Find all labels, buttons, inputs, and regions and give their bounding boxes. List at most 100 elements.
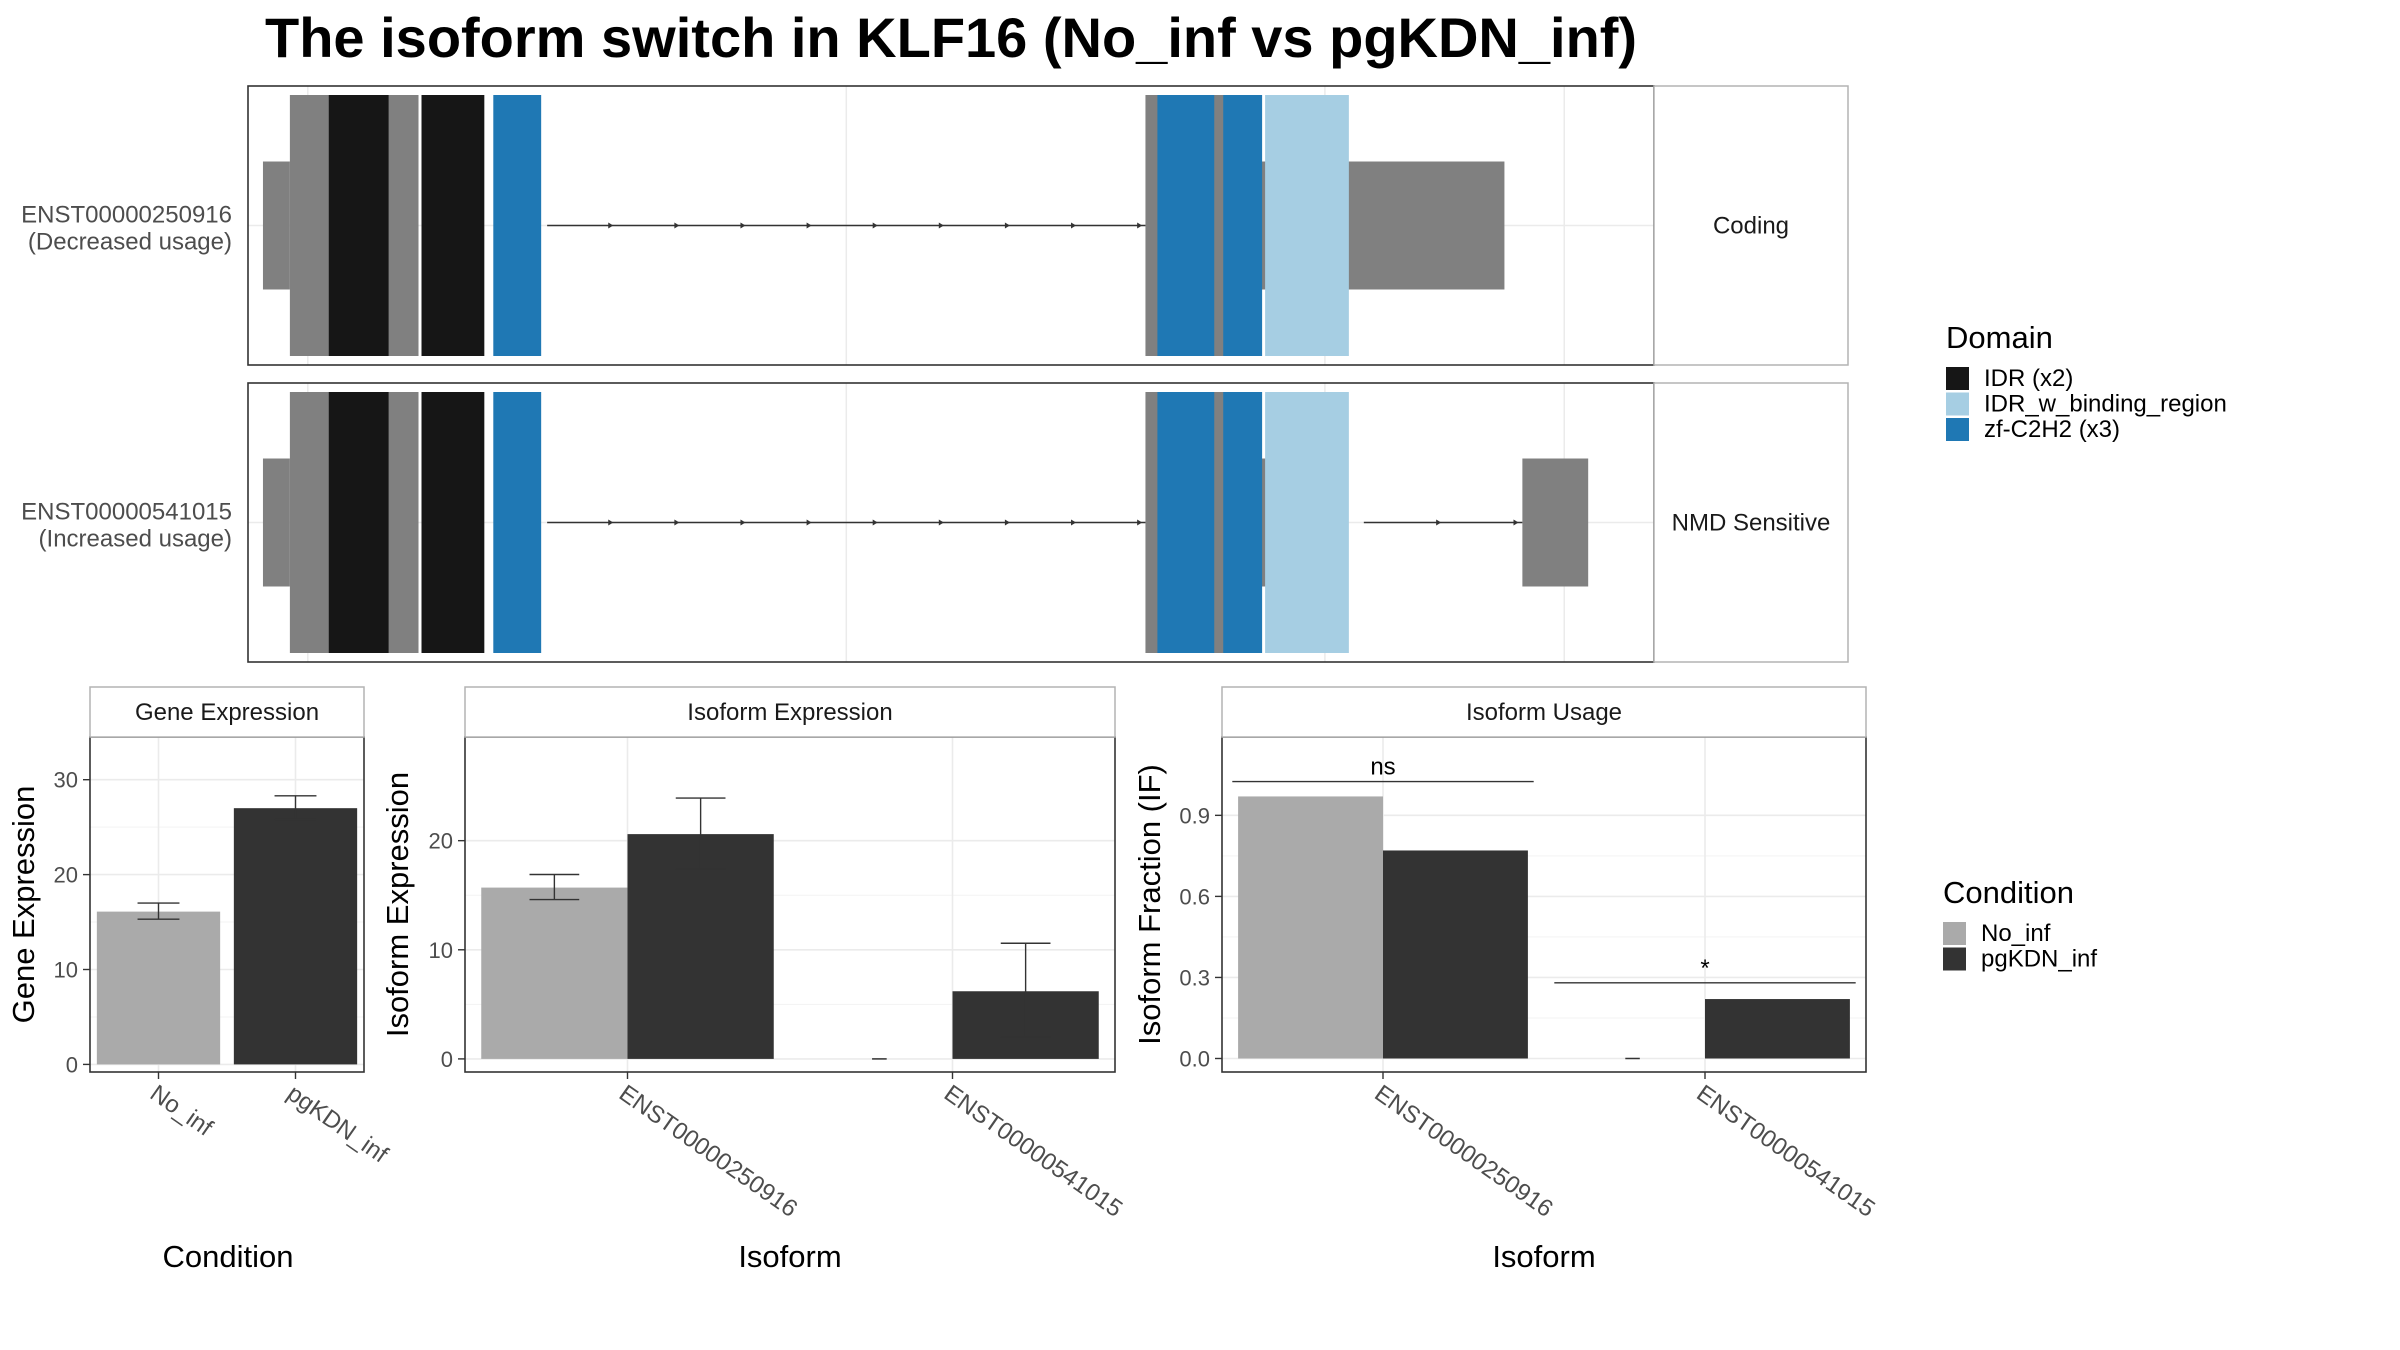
panel-strip [1221, 686, 1867, 738]
category-strip [1653, 85, 1849, 366]
bar-pgkdn-inf [1383, 850, 1528, 1059]
y-tick-label: 30 [54, 768, 78, 793]
domain-zf-c2h2 [1157, 392, 1215, 653]
significance-label: ns [1370, 754, 1395, 781]
intron-arrow [872, 519, 878, 526]
transcript-usage-label: (Decreased usage) [28, 229, 232, 256]
legend-label: No_inf [1981, 920, 2051, 947]
x-axis-title: Isoform [1492, 1239, 1595, 1274]
domain-zf-c2h2 [1157, 95, 1215, 356]
intron-arrow [1436, 519, 1442, 526]
intron-arrow [1071, 519, 1077, 526]
transcript-id-label: ENST00000541015 [21, 499, 232, 526]
y-axis-title: Gene Expression [6, 786, 41, 1024]
domain-idr [328, 95, 389, 356]
legend-label: pgKDN_inf [1981, 946, 2097, 973]
panel-strip-label: Gene Expression [135, 699, 319, 726]
x-axis-title: Isoform [738, 1239, 841, 1274]
y-tick-label: 0.6 [1179, 884, 1210, 909]
significance-label: * [1700, 955, 1709, 982]
bar-pgkdn-inf [627, 834, 774, 1059]
panel-strip [464, 686, 1116, 738]
y-tick-label: 10 [429, 938, 453, 963]
panel-strip-label: Isoform Usage [1466, 699, 1622, 726]
panel-strip-label: Isoform Expression [687, 699, 892, 726]
domain-idr [421, 95, 485, 356]
intron-arrow [1004, 519, 1010, 526]
domain-zf-c2h2 [493, 392, 542, 653]
intron-arrow [938, 222, 944, 229]
y-tick-label: 0.3 [1179, 965, 1210, 990]
category-strip [1653, 382, 1849, 663]
intron-arrow [608, 222, 614, 229]
y-tick-label: 20 [54, 863, 78, 888]
exon-block [1522, 458, 1589, 587]
domain-zf-c2h2 [493, 95, 542, 356]
legend-key-pgkdn-inf [1943, 947, 1966, 971]
category-label: Coding [1713, 213, 1789, 240]
exon-block [262, 161, 290, 290]
legend-label: IDR (x2) [1984, 365, 2073, 392]
domain-legend: Domain IDR (x2)IDR_w_binding_regionzf-C2H… [1946, 320, 2227, 443]
domain-idr [421, 392, 485, 653]
legend-label: zf-C2H2 (x3) [1984, 416, 2120, 443]
panel-strip [89, 686, 365, 738]
chart-panel-2: 0 10 20 Isoform Expression ENST00000250916 EN… [380, 686, 1127, 1274]
intron-arrow [608, 519, 614, 526]
chart-title: The isoform switch in KLF16 (No_inf vs p… [265, 6, 1637, 69]
y-tick-label: 0 [66, 1052, 78, 1077]
y-axis-title: Isoform Expression [380, 772, 415, 1037]
domain-idr [328, 392, 389, 653]
intron-arrow [1513, 519, 1519, 526]
legend-key-no-inf [1943, 922, 1966, 945]
x-tick-label: ENST00000250916 [614, 1080, 802, 1223]
domain-idr-w-binding-region [1265, 392, 1349, 653]
bar-no-inf [481, 887, 628, 1059]
y-tick-label: 0 [441, 1047, 453, 1072]
bar-pgkdn-inf [1705, 999, 1850, 1059]
x-tick-label: No_inf [145, 1080, 218, 1142]
intron-arrow [740, 222, 746, 229]
y-tick-label: 0.9 [1179, 803, 1210, 828]
exon-block [262, 458, 290, 587]
bar-no-inf [96, 911, 221, 1065]
domain-idr-w-binding-region [1265, 95, 1349, 356]
domain-legend-title: Domain [1946, 320, 2053, 355]
y-tick-label: 20 [429, 829, 453, 854]
category-label: NMD Sensitive [1672, 510, 1831, 537]
domain-zf-c2h2 [1223, 95, 1263, 356]
intron-arrow [674, 519, 680, 526]
x-axis-title: Condition [163, 1239, 294, 1274]
intron-arrow [1004, 222, 1010, 229]
transcript-panel-ENST00000250916: Coding ENST00000250916(Decreased usage) [21, 85, 1849, 366]
y-tick-label: 0.0 [1179, 1046, 1210, 1071]
legend-key-zf-c2h2 [1946, 418, 1969, 441]
legend-key-idr-w-binding-region [1946, 392, 1969, 416]
bar-no-inf [1238, 796, 1383, 1059]
y-tick-label: 10 [54, 958, 78, 983]
intron-arrow [938, 519, 944, 526]
x-tick-label: ENST00000541015 [1692, 1080, 1880, 1223]
transcript-panel-ENST00000541015: NMD Sensitive ENST00000541015(Increased u… [21, 382, 1849, 663]
transcript-usage-label: (Increased usage) [39, 526, 232, 553]
intron-arrow [806, 519, 812, 526]
bar-pgkdn-inf [233, 808, 358, 1065]
intron-arrow [872, 222, 878, 229]
intron-arrow [740, 519, 746, 526]
intron-arrow [1137, 222, 1143, 229]
intron-arrow [806, 222, 812, 229]
x-tick-label: ENST00000541015 [939, 1080, 1127, 1223]
domain-zf-c2h2 [1223, 392, 1263, 653]
intron-arrow [1071, 222, 1077, 229]
x-tick-label: pgKDN_inf [282, 1080, 393, 1169]
x-tick-label: ENST00000250916 [1370, 1080, 1558, 1223]
legend-key-idr [1946, 367, 1969, 390]
intron-arrow [674, 222, 680, 229]
legend-label: IDR_w_binding_region [1984, 391, 2227, 418]
intron-arrow [1137, 519, 1143, 526]
condition-legend-title: Condition [1943, 875, 2074, 910]
y-axis-title: Isoform Fraction (IF) [1132, 764, 1167, 1045]
chart-panel-1: 0 10 20 30 Gene Expression No_inf pgKDN_inf Con… [6, 686, 393, 1274]
